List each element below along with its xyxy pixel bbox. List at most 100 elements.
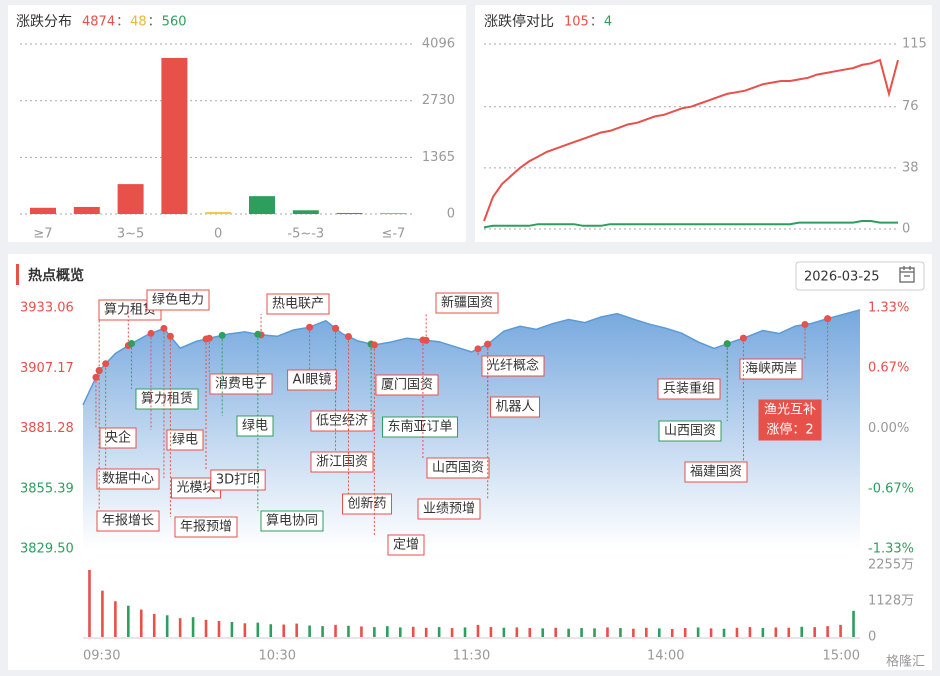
volume-bar <box>295 623 298 637</box>
series-line <box>483 220 898 229</box>
tag-box[interactable] <box>489 396 541 418</box>
x-tick-label: 15:00 <box>823 649 860 664</box>
tag-box[interactable] <box>739 358 803 380</box>
tag-dot <box>723 340 731 348</box>
x-tick-label: 14:00 <box>647 649 684 664</box>
panel <box>8 5 466 242</box>
y-tick-label: 3829.50 <box>20 542 74 557</box>
volume-bar <box>139 609 143 637</box>
y2-tick-label: 0.67% <box>868 360 909 375</box>
volume-bar <box>424 627 428 637</box>
x-tick-label: 11:30 <box>453 649 490 664</box>
tag-label: 光纤概念 <box>487 358 539 374</box>
tag-box[interactable] <box>135 388 199 410</box>
tag-box[interactable] <box>210 469 266 491</box>
y-tick-label: 0 <box>902 222 910 237</box>
bar <box>336 212 363 214</box>
separator: ： <box>148 15 161 30</box>
tag-box[interactable] <box>426 457 490 479</box>
bar <box>30 207 56 214</box>
y-tick-label: 115 <box>902 37 927 52</box>
volume-bar <box>852 610 855 637</box>
date-picker[interactable] <box>795 261 925 291</box>
volume-bar <box>645 627 648 637</box>
tag-label: 新疆国资 <box>441 295 493 311</box>
tag-box[interactable] <box>99 427 137 449</box>
tag-label: 山西国资 <box>664 424 716 439</box>
tag-box[interactable] <box>435 292 499 314</box>
tag-label: 东南亚订单 <box>387 419 452 435</box>
volume-bar <box>515 627 519 637</box>
volume-bar <box>683 628 687 637</box>
tag-box[interactable] <box>387 534 425 556</box>
volume-bar <box>826 626 829 637</box>
count: 560 <box>162 15 187 30</box>
y-tick-label: 3855.39 <box>20 481 74 496</box>
bar <box>117 184 144 214</box>
tag-label: 光模块 <box>176 481 215 496</box>
volume-bar <box>696 627 700 637</box>
tag-box[interactable] <box>287 369 337 391</box>
tag-box[interactable] <box>209 373 273 395</box>
volume-bar <box>670 629 674 637</box>
tag-box[interactable] <box>684 461 748 483</box>
volume-bar <box>191 617 195 637</box>
y2-tick-label: -0.67% <box>868 482 914 497</box>
volume-bar <box>101 590 104 637</box>
tag-dot <box>419 336 427 344</box>
tag-box[interactable] <box>341 493 393 515</box>
tag-box[interactable] <box>174 516 238 538</box>
tag-box[interactable] <box>658 420 722 442</box>
tag-dot <box>254 330 262 338</box>
date-text[interactable]: 2026-03-25 <box>804 270 880 285</box>
tag-box[interactable] <box>266 293 330 315</box>
tag-label: 绿色电力 <box>152 292 204 308</box>
tag-label: 算电协同 <box>266 514 318 529</box>
count: 48 <box>130 15 147 30</box>
tag-label: 绿电 <box>172 433 198 448</box>
tag-box[interactable] <box>310 410 374 432</box>
tag-box[interactable] <box>758 399 822 441</box>
separator: ： <box>590 15 603 30</box>
tag-dot <box>166 332 174 340</box>
tag-box[interactable] <box>146 289 210 311</box>
tag-box[interactable] <box>96 510 160 532</box>
tag-label: 厦门国资 <box>381 378 433 393</box>
tag-label: 3D打印 <box>216 473 260 488</box>
tag-box[interactable] <box>236 415 274 437</box>
tag-box[interactable] <box>260 510 324 532</box>
tag-box[interactable] <box>657 378 721 400</box>
y-tick-label: 38 <box>902 160 919 175</box>
volume-bar <box>709 628 713 637</box>
volume-bar <box>398 627 402 637</box>
volume-tick-label: 2255万 <box>868 558 914 573</box>
volume-bar <box>813 627 816 637</box>
tag-box[interactable] <box>310 451 374 473</box>
separator: ： <box>116 15 129 30</box>
count: 105 <box>564 15 589 30</box>
tag-label: AI眼镜 <box>293 373 332 388</box>
tag-box[interactable] <box>96 468 160 490</box>
volume-bar <box>541 628 545 637</box>
volume-bar <box>528 628 532 637</box>
volume-bar <box>217 621 221 637</box>
tag-label: 热电联产 <box>272 297 324 312</box>
tag-box[interactable] <box>381 416 459 438</box>
volume-bar <box>360 626 363 637</box>
y-tick-label: 3933.06 <box>20 301 74 316</box>
y-tick-label: 3907.17 <box>20 361 74 376</box>
tag-label: 消费电子 <box>215 377 267 392</box>
volume-bar <box>204 619 208 637</box>
tag-box[interactable] <box>166 429 204 451</box>
volume-bar <box>593 628 596 637</box>
volume-bar <box>114 601 117 637</box>
tag-dot <box>92 373 100 381</box>
tag-dot <box>202 335 210 343</box>
tag-label: 低空经济 <box>316 414 368 429</box>
volume-bar <box>347 625 350 637</box>
panel-title: 涨跌停对比 <box>484 13 554 30</box>
tag-box[interactable] <box>417 498 481 520</box>
tag-box[interactable] <box>481 355 545 377</box>
